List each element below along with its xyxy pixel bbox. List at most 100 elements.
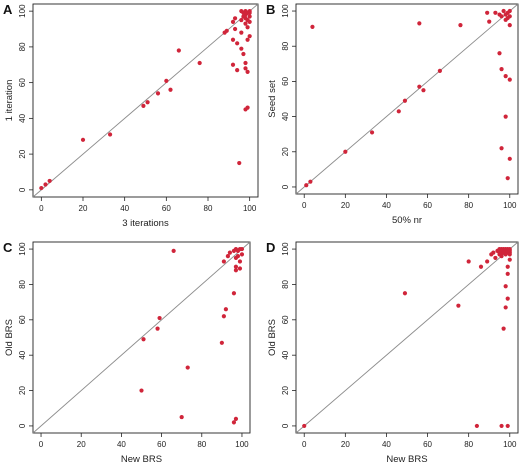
data-point [402, 98, 408, 103]
y-tick-label: 40 [281, 112, 290, 121]
x-axis-label: 3 iterations [122, 218, 169, 229]
data-point [239, 17, 244, 23]
data-point [239, 30, 244, 35]
data-point [235, 41, 240, 46]
data-point [245, 69, 250, 75]
x-tick-label: 20 [77, 440, 86, 449]
y-tick-label: 40 [18, 350, 27, 359]
x-tick-label: 100 [503, 201, 517, 210]
data-point [245, 25, 250, 30]
data-point [458, 23, 463, 28]
x-tick-label: 100 [243, 204, 257, 213]
data-point [237, 160, 242, 166]
x-tick-label: 60 [423, 201, 432, 210]
data-point [237, 259, 243, 264]
panel-c: C 0 20 40 60 80 100 0 20 40 60 80 100 New BRS Old BRS [3, 240, 251, 465]
data-point [243, 21, 248, 26]
identity-line [295, 3, 519, 195]
y-axis-label: Old BRS [267, 319, 278, 356]
data-point [505, 264, 510, 269]
data-point [417, 21, 422, 26]
x-axis-label: 50% nr [392, 215, 422, 226]
data-point [493, 255, 498, 261]
data-point [302, 423, 307, 429]
x-tick-label: 40 [382, 201, 391, 210]
data-point [237, 266, 243, 271]
x-tick-label: 20 [79, 204, 88, 213]
data-point [247, 14, 252, 19]
y-tick-label: 40 [281, 350, 290, 359]
data-point [141, 337, 146, 342]
x-tick-label: 0 [302, 440, 307, 449]
data-point [507, 77, 512, 82]
data-point [499, 246, 504, 252]
y-tick-label: 40 [18, 113, 27, 122]
data-point [304, 183, 309, 188]
data-point [437, 68, 442, 73]
y-tick-label: 100 [281, 242, 290, 256]
data-point [247, 10, 252, 16]
x-tick-label: 40 [382, 440, 391, 449]
data-point [499, 146, 504, 151]
data-point [310, 24, 315, 29]
data-point [107, 132, 113, 137]
data-point [499, 66, 504, 72]
y-tick-label: 60 [18, 315, 27, 324]
data-point [223, 307, 228, 312]
data-point [230, 62, 236, 67]
y-tick-label: 20 [18, 386, 27, 395]
data-point [241, 51, 246, 57]
x-tick-label: 100 [235, 440, 249, 449]
plot-frame [295, 3, 519, 195]
y-tick-label: 0 [281, 184, 290, 189]
data-point [503, 114, 508, 119]
x-tick-label: 80 [464, 440, 473, 449]
x-tick-label: 0 [39, 204, 44, 213]
x-tick-label: 60 [157, 440, 166, 449]
x-tick-label: 60 [162, 204, 171, 213]
panel-b: B 0 20 40 60 80 100 0 20 40 60 80 100 50% nr Seed set [266, 2, 519, 226]
panel-label: C [3, 240, 13, 255]
data-point [369, 130, 375, 135]
y-tick-label: 60 [281, 76, 290, 85]
x-tick-label: 20 [341, 201, 350, 210]
data-point [417, 84, 422, 89]
data-point [233, 416, 239, 421]
data-point [155, 91, 161, 96]
data-point [239, 46, 244, 51]
y-tick-label: 80 [18, 42, 27, 51]
data-point [505, 176, 510, 181]
data-point [168, 87, 173, 92]
y-axis-label: Seed set [267, 80, 278, 118]
data-point [43, 182, 48, 187]
data-point [164, 78, 169, 83]
identity-line [32, 3, 259, 198]
x-tick-label: 40 [120, 204, 129, 213]
data-point [227, 250, 233, 255]
data-point [503, 74, 508, 79]
x-tick-label: 20 [341, 440, 350, 449]
identity-line [295, 241, 519, 434]
data-point [343, 149, 348, 154]
data-point [171, 248, 176, 253]
y-tick-label: 20 [18, 149, 27, 158]
data-point [157, 315, 162, 321]
y-tick-label: 100 [281, 4, 290, 18]
x-tick-label: 40 [117, 440, 126, 449]
data-point [197, 60, 202, 66]
data-point [232, 26, 238, 32]
data-point [233, 268, 239, 273]
x-tick-label: 0 [302, 201, 307, 210]
data-point [219, 340, 224, 345]
data-point [505, 271, 510, 276]
data-point [493, 10, 498, 15]
data-point [466, 259, 471, 264]
data-point [245, 105, 250, 110]
x-axis-label: New BRS [386, 454, 427, 465]
data-point [505, 296, 510, 301]
data-point [499, 14, 504, 19]
y-tick-label: 0 [281, 423, 290, 428]
data-point [231, 420, 237, 425]
data-point [485, 10, 490, 15]
plot-frame [32, 241, 251, 434]
